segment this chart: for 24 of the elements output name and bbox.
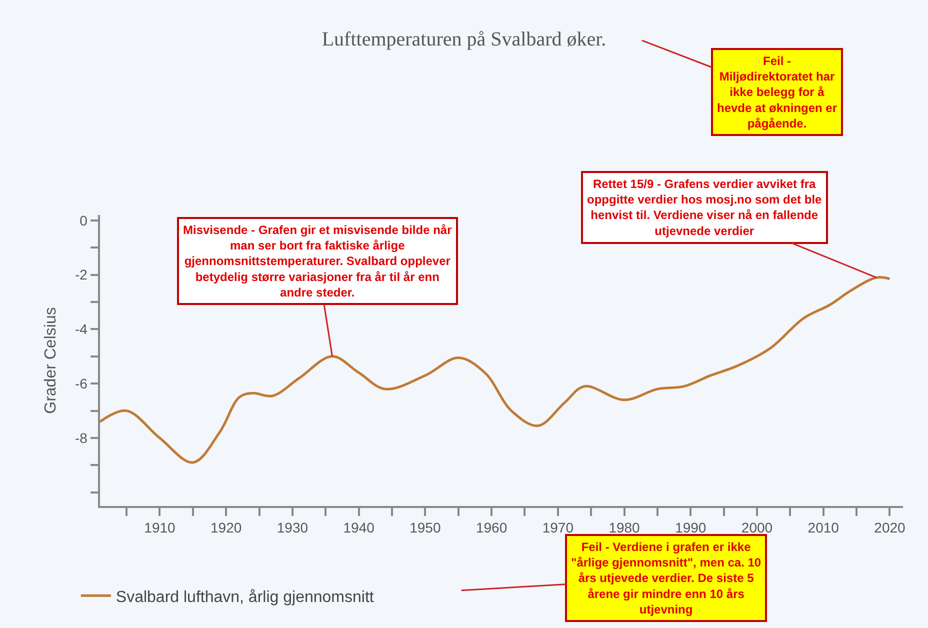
x-tick-label: 1970 xyxy=(542,520,574,536)
x-tick-label: 1920 xyxy=(210,520,242,536)
text: Feil - Miljødirektoratet har ikke belegg for å hevde at økningen er pågående. xyxy=(717,54,838,130)
y-axis-title: Grader Celsius xyxy=(42,307,60,414)
x-tick-label: 1940 xyxy=(343,520,375,536)
x-tick-label: 1990 xyxy=(675,520,706,536)
x-tick-label: 2000 xyxy=(741,520,773,536)
x-tick-label: 1980 xyxy=(608,520,640,536)
y-tick-label: -2 xyxy=(74,266,88,283)
x-tick-label: 1910 xyxy=(144,520,176,536)
text: Feil - Verdiene i grafen er ikke "årlige gjennomsnitt", men ca. 10 års utjevede verdier. De siste 5 årene gir mindre enn 10 års utjevning xyxy=(571,540,762,616)
y-tick-label: -6 xyxy=(74,376,88,392)
y-tick-label: 0 xyxy=(80,212,88,228)
y-tick-label: -4 xyxy=(74,321,88,338)
y-tick-label: -8 xyxy=(74,430,88,446)
x-tick-label: 1950 xyxy=(410,520,441,536)
annotation: Misvisende - Grafen gir et misvisende bilde når man ser bort fra faktiske årlige gjennomsnittstemperaturer. Svalbard opplever betydelig større variasjoner fra år til år enn andre steder. xyxy=(183,223,452,300)
x-tick-label: 2020 xyxy=(874,520,906,536)
x-tick-label: 1960 xyxy=(476,520,508,536)
chart-title: Lufttemperaturen på Svalbard øker. xyxy=(322,28,606,50)
x-tick-label: 1930 xyxy=(276,520,308,536)
legend-label: Svalbard lufthavn, årlig gjennomsnitt xyxy=(116,588,374,606)
annotation: Rettet 15/9 - Grafens verdier avviket fra oppgitte verdier hos mosj.no som det ble henvist til. Verdiene viser nå en fallende utjevnede verdier xyxy=(587,177,822,238)
x-tick-label: 2010 xyxy=(808,520,840,536)
